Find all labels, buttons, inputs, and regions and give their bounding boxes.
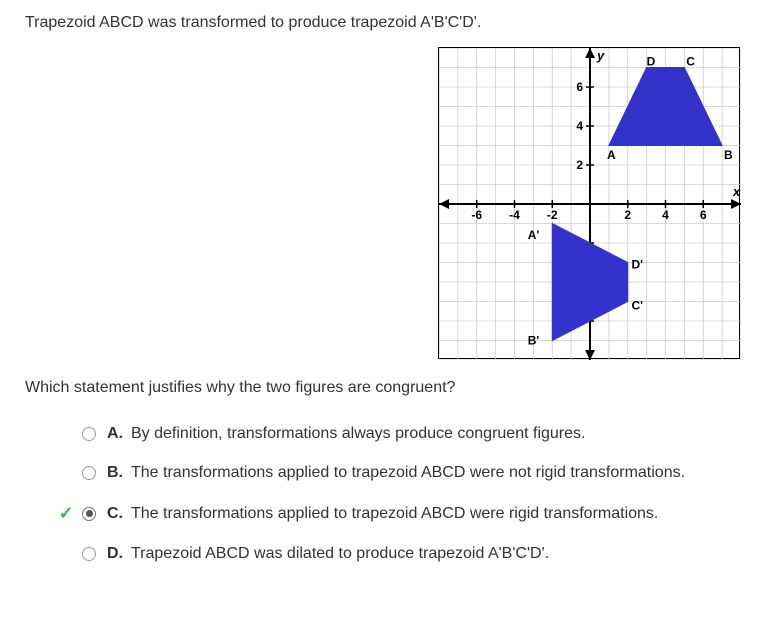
svg-text:C': C' — [632, 298, 644, 312]
svg-text:-6: -6 — [471, 208, 482, 222]
radio-slot — [77, 547, 101, 561]
answer-letter: D. — [101, 545, 131, 563]
radio-a[interactable] — [82, 427, 96, 441]
answer-row-c[interactable]: ✓ C. The transformations applied to trap… — [55, 503, 760, 524]
svg-text:B: B — [724, 148, 733, 162]
svg-text:A: A — [607, 148, 616, 162]
svg-text:4: 4 — [662, 208, 669, 222]
svg-text:6: 6 — [700, 208, 707, 222]
answer-text: By definition, transformations always pr… — [131, 425, 585, 443]
answer-list: A. By definition, transformations always… — [25, 425, 760, 563]
check-slot: ✓ — [55, 503, 77, 524]
radio-c[interactable] — [82, 507, 96, 521]
svg-text:C: C — [686, 55, 695, 69]
svg-text:6: 6 — [576, 80, 583, 94]
checkmark-icon: ✓ — [58, 503, 73, 524]
svg-text:-4: -4 — [509, 208, 520, 222]
coordinate-graph: -6-4-2246-6-4-2246xyABCDA'B'C'D' — [438, 47, 740, 359]
radio-slot — [77, 507, 101, 521]
graph-wrapper: -6-4-2246-6-4-2246xyABCDA'B'C'D' — [25, 47, 760, 359]
svg-text:B': B' — [528, 333, 540, 347]
svg-text:2: 2 — [576, 158, 583, 172]
svg-text:D': D' — [632, 257, 644, 271]
answer-text: Trapezoid ABCD was dilated to produce tr… — [131, 545, 549, 563]
radio-b[interactable] — [82, 466, 96, 480]
answer-letter: C. — [101, 505, 131, 523]
svg-text:4: 4 — [576, 119, 583, 133]
radio-slot — [77, 466, 101, 480]
answer-text: The transformations applied to trapezoid… — [131, 464, 685, 482]
radio-slot — [77, 427, 101, 441]
answer-letter: A. — [101, 425, 131, 443]
svg-text:x: x — [732, 184, 741, 199]
answer-text: The transformations applied to trapezoid… — [131, 505, 658, 523]
graph-svg: -6-4-2246-6-4-2246xyABCDA'B'C'D' — [439, 48, 741, 360]
svg-text:y: y — [596, 48, 605, 63]
answer-letter: B. — [101, 464, 131, 482]
svg-text:D: D — [647, 55, 656, 69]
radio-d[interactable] — [82, 547, 96, 561]
question-text: Trapezoid ABCD was transformed to produc… — [25, 14, 760, 32]
answer-row-a[interactable]: A. By definition, transformations always… — [55, 425, 760, 443]
svg-text:2: 2 — [624, 208, 631, 222]
svg-text:-2: -2 — [547, 208, 558, 222]
svg-text:A': A' — [528, 228, 540, 242]
question-container: Trapezoid ABCD was transformed to produc… — [0, 0, 780, 604]
answer-row-b[interactable]: B. The transformations applied to trapez… — [55, 464, 760, 482]
prompt-text: Which statement justifies why the two fi… — [25, 379, 760, 397]
answer-row-d[interactable]: D. Trapezoid ABCD was dilated to produce… — [55, 545, 760, 563]
